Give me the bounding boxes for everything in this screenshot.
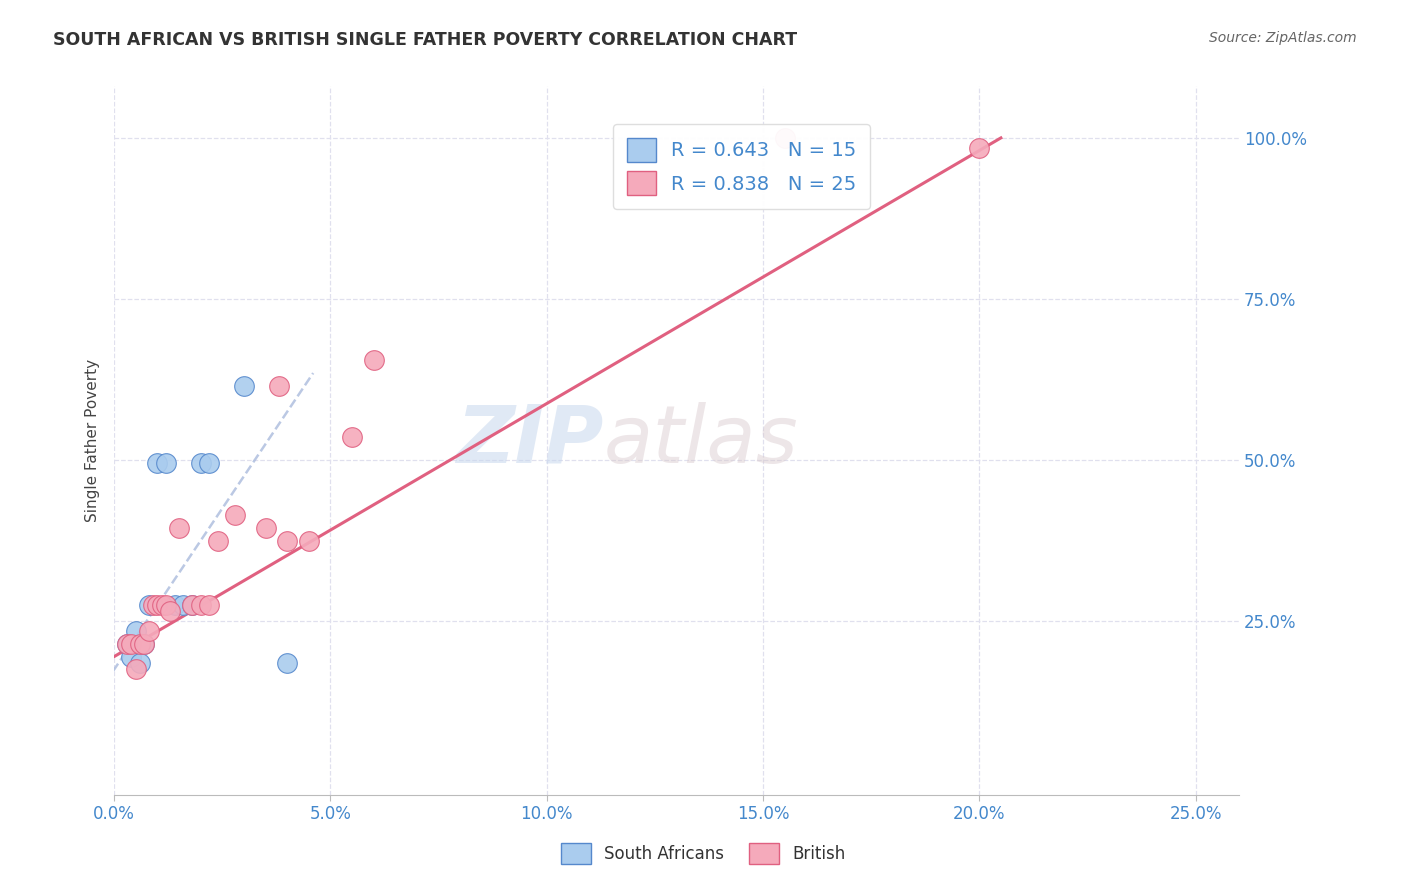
Text: ZIP: ZIP xyxy=(456,401,603,480)
Point xyxy=(181,598,204,612)
Point xyxy=(276,533,298,548)
Point xyxy=(159,604,181,618)
Point xyxy=(190,598,212,612)
Point xyxy=(233,379,256,393)
Point xyxy=(254,521,277,535)
Point xyxy=(967,140,990,154)
Point xyxy=(129,637,152,651)
Point xyxy=(129,656,152,670)
Point xyxy=(172,598,194,612)
Point xyxy=(138,598,160,612)
Point xyxy=(146,598,169,612)
Point xyxy=(134,637,156,651)
Text: atlas: atlas xyxy=(603,401,799,480)
Point xyxy=(155,598,177,612)
Point xyxy=(146,456,169,470)
Point xyxy=(138,624,160,638)
Point xyxy=(340,430,363,444)
Point xyxy=(155,456,177,470)
Point xyxy=(167,521,190,535)
Point xyxy=(276,656,298,670)
Point xyxy=(121,649,143,664)
Text: SOUTH AFRICAN VS BRITISH SINGLE FATHER POVERTY CORRELATION CHART: SOUTH AFRICAN VS BRITISH SINGLE FATHER P… xyxy=(53,31,797,49)
Point xyxy=(363,353,385,368)
Point xyxy=(207,533,229,548)
Point xyxy=(163,598,186,612)
Point xyxy=(181,598,204,612)
Point xyxy=(298,533,321,548)
Point xyxy=(267,379,290,393)
Legend: South Africans, British: South Africans, British xyxy=(554,837,852,871)
Point xyxy=(121,637,143,651)
Point xyxy=(198,456,221,470)
Point xyxy=(198,598,221,612)
Point xyxy=(142,598,165,612)
Point xyxy=(150,598,173,612)
Text: Source: ZipAtlas.com: Source: ZipAtlas.com xyxy=(1209,31,1357,45)
Point xyxy=(224,508,246,522)
Point xyxy=(115,637,138,651)
Point xyxy=(115,637,138,651)
Point xyxy=(125,624,148,638)
Point xyxy=(773,131,796,145)
Y-axis label: Single Father Poverty: Single Father Poverty xyxy=(86,359,100,523)
Point xyxy=(190,456,212,470)
Point xyxy=(125,662,148,676)
Legend: R = 0.643   N = 15, R = 0.838   N = 25: R = 0.643 N = 15, R = 0.838 N = 25 xyxy=(613,124,870,209)
Point xyxy=(134,637,156,651)
